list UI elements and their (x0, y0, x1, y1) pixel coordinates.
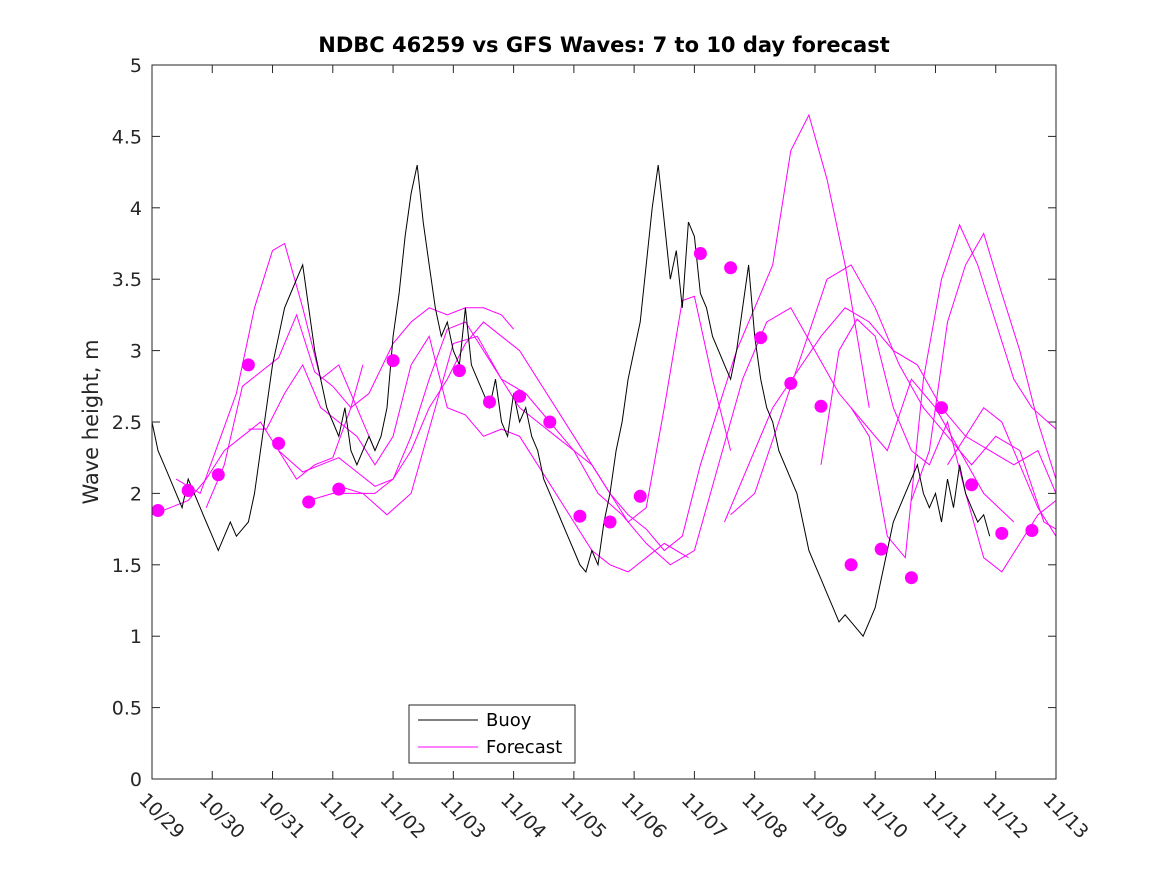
x-tick-label: 10/29 (134, 789, 188, 843)
forecast-marker (904, 571, 918, 585)
forecast-series-line (947, 406, 1057, 537)
forecast-series-line (820, 318, 1057, 573)
plot-background (152, 65, 1056, 779)
x-tick-label: 11/09 (797, 789, 851, 843)
forecast-marker (814, 399, 828, 413)
forecast-series-line (175, 242, 376, 495)
y-tick-labels: 0 0.5 1 1.5 2 2.5 3 3.5 4 4.5 5 (112, 55, 142, 791)
forecast-marker (302, 495, 316, 509)
x-tick-label: 11/05 (556, 789, 610, 843)
forecast-series-line (205, 307, 514, 508)
forecast-series-line (151, 364, 364, 516)
legend: Buoy Forecast (408, 704, 576, 764)
forecast-marker (513, 389, 527, 403)
y-tick-label: 0 (130, 769, 142, 791)
forecast-marker (452, 364, 466, 378)
forecast-marker (965, 478, 979, 492)
forecast-lines (151, 113, 1057, 573)
x-tick-label: 11/13 (1038, 789, 1092, 843)
forecast-marker (573, 509, 587, 523)
y-tick-label: 3 (130, 341, 142, 363)
legend-forecast-label: Forecast (486, 737, 562, 758)
x-tick-label: 11/07 (677, 789, 731, 843)
x-tick-label: 10/31 (255, 789, 309, 843)
y-tick-label: 2.5 (112, 412, 142, 434)
x-tick-label: 11/03 (436, 789, 490, 843)
forecast-markers (151, 247, 1039, 585)
y-tick-label: 1.5 (112, 555, 142, 577)
chart-title: NDBC 46259 vs GFS Waves: 7 to 10 day for… (318, 33, 889, 57)
legend-box (408, 704, 576, 764)
forecast-marker (241, 358, 255, 372)
y-tick-label: 1 (130, 626, 142, 648)
forecast-marker (603, 515, 617, 529)
forecast-series-line (278, 295, 732, 523)
x-tick-label: 11/10 (858, 789, 912, 843)
forecast-marker (784, 376, 798, 390)
buoy-line (151, 164, 991, 638)
forecast-marker (386, 354, 400, 368)
forecast-marker (483, 395, 496, 409)
x-tick-label: 11/02 (376, 789, 430, 843)
x-tick-label: 11/12 (978, 789, 1032, 843)
forecast-marker (874, 542, 888, 556)
buoy-series-line (151, 164, 991, 638)
x-tick-label: 11/01 (315, 789, 369, 843)
forecast-series-line (308, 113, 870, 552)
forecast-marker (181, 484, 195, 497)
legend-buoy-label: Buoy (486, 710, 532, 731)
forecast-series-line (248, 335, 689, 573)
plot-frame (151, 64, 1057, 780)
y-axis-label: Wave height, m (79, 339, 103, 504)
forecast-marker (754, 331, 768, 345)
y-tick-label: 2 (130, 483, 142, 505)
y-tick-label: 4.5 (112, 126, 142, 148)
forecast-marker (543, 415, 557, 429)
forecast-marker (844, 558, 858, 572)
y-tick-label: 4 (130, 198, 142, 220)
forecast-marker (724, 261, 738, 275)
y-tick-label: 0.5 (112, 698, 142, 720)
forecast-marker (272, 436, 286, 450)
forecast-series-line (850, 223, 1057, 559)
x-tick-label: 11/08 (737, 789, 791, 843)
forecast-marker (935, 401, 948, 415)
forecast-marker (1025, 524, 1039, 537)
forecast-series-line (338, 307, 1015, 566)
x-tick-label: 11/06 (617, 789, 671, 843)
forecast-marker (633, 489, 647, 503)
x-tick-labels: 10/29 10/30 10/31 11/01 11/02 11/03 11/04 11/05… (134, 789, 1092, 843)
forecast-marker (995, 526, 1009, 540)
x-tick-label: 11/11 (918, 789, 972, 843)
forecast-marker (211, 468, 225, 482)
x-tick-label: 10/30 (195, 789, 249, 843)
forecast-marker (332, 482, 346, 496)
y-tick-label: 3.5 (112, 269, 142, 291)
y-tick-label: 5 (130, 55, 142, 77)
x-tick-label: 11/04 (496, 789, 550, 843)
forecast-marker (151, 504, 165, 517)
forecast-marker (693, 247, 707, 260)
